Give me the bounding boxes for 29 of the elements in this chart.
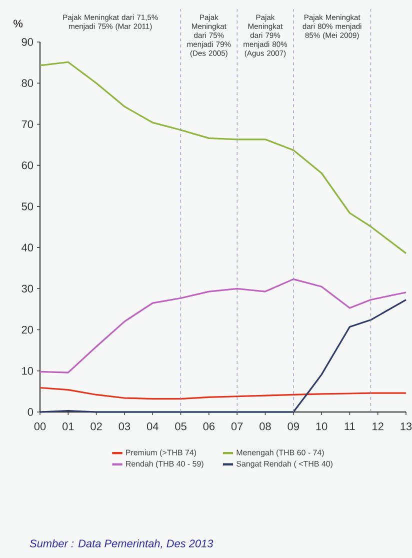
line-series [39,386,407,400]
line-series [39,278,407,374]
y-tick-label: 90 [22,38,34,46]
x-tick-label: 10 [316,422,328,430]
y-tick-label: 40 [22,244,34,252]
x-tick-label: 12 [372,422,384,430]
x-tick-label: 11 [344,422,355,430]
x-tick-label: 07 [231,422,243,430]
x-tick-label: 04 [146,422,158,430]
x-tick-label: 06 [203,422,215,430]
x-tick-label: 01 [62,422,74,430]
x-tick-label: 13 [400,422,412,430]
y-axis-title: % [14,20,23,28]
y-tick-label: 70 [22,120,34,128]
line-series [39,61,407,254]
y-tick-label: 30 [22,284,34,293]
y-tick-label: 50 [22,202,34,210]
x-tick-label: 00 [34,422,46,430]
y-tick-label: 60 [22,161,34,170]
y-tick-label: 80 [22,79,34,87]
x-tick-label: 09 [288,422,299,430]
x-tick-label: 03 [118,422,130,430]
x-tick-label: 08 [260,422,271,430]
x-tick-label: 02 [90,422,102,430]
y-tick-label: 20 [22,326,34,334]
y-tick-label: 0 [28,408,34,416]
text: Sumber : Data Pemerintah, Des 2013 [30,539,214,549]
y-tick-label: 10 [22,367,34,375]
x-tick-label: 05 [175,422,186,430]
